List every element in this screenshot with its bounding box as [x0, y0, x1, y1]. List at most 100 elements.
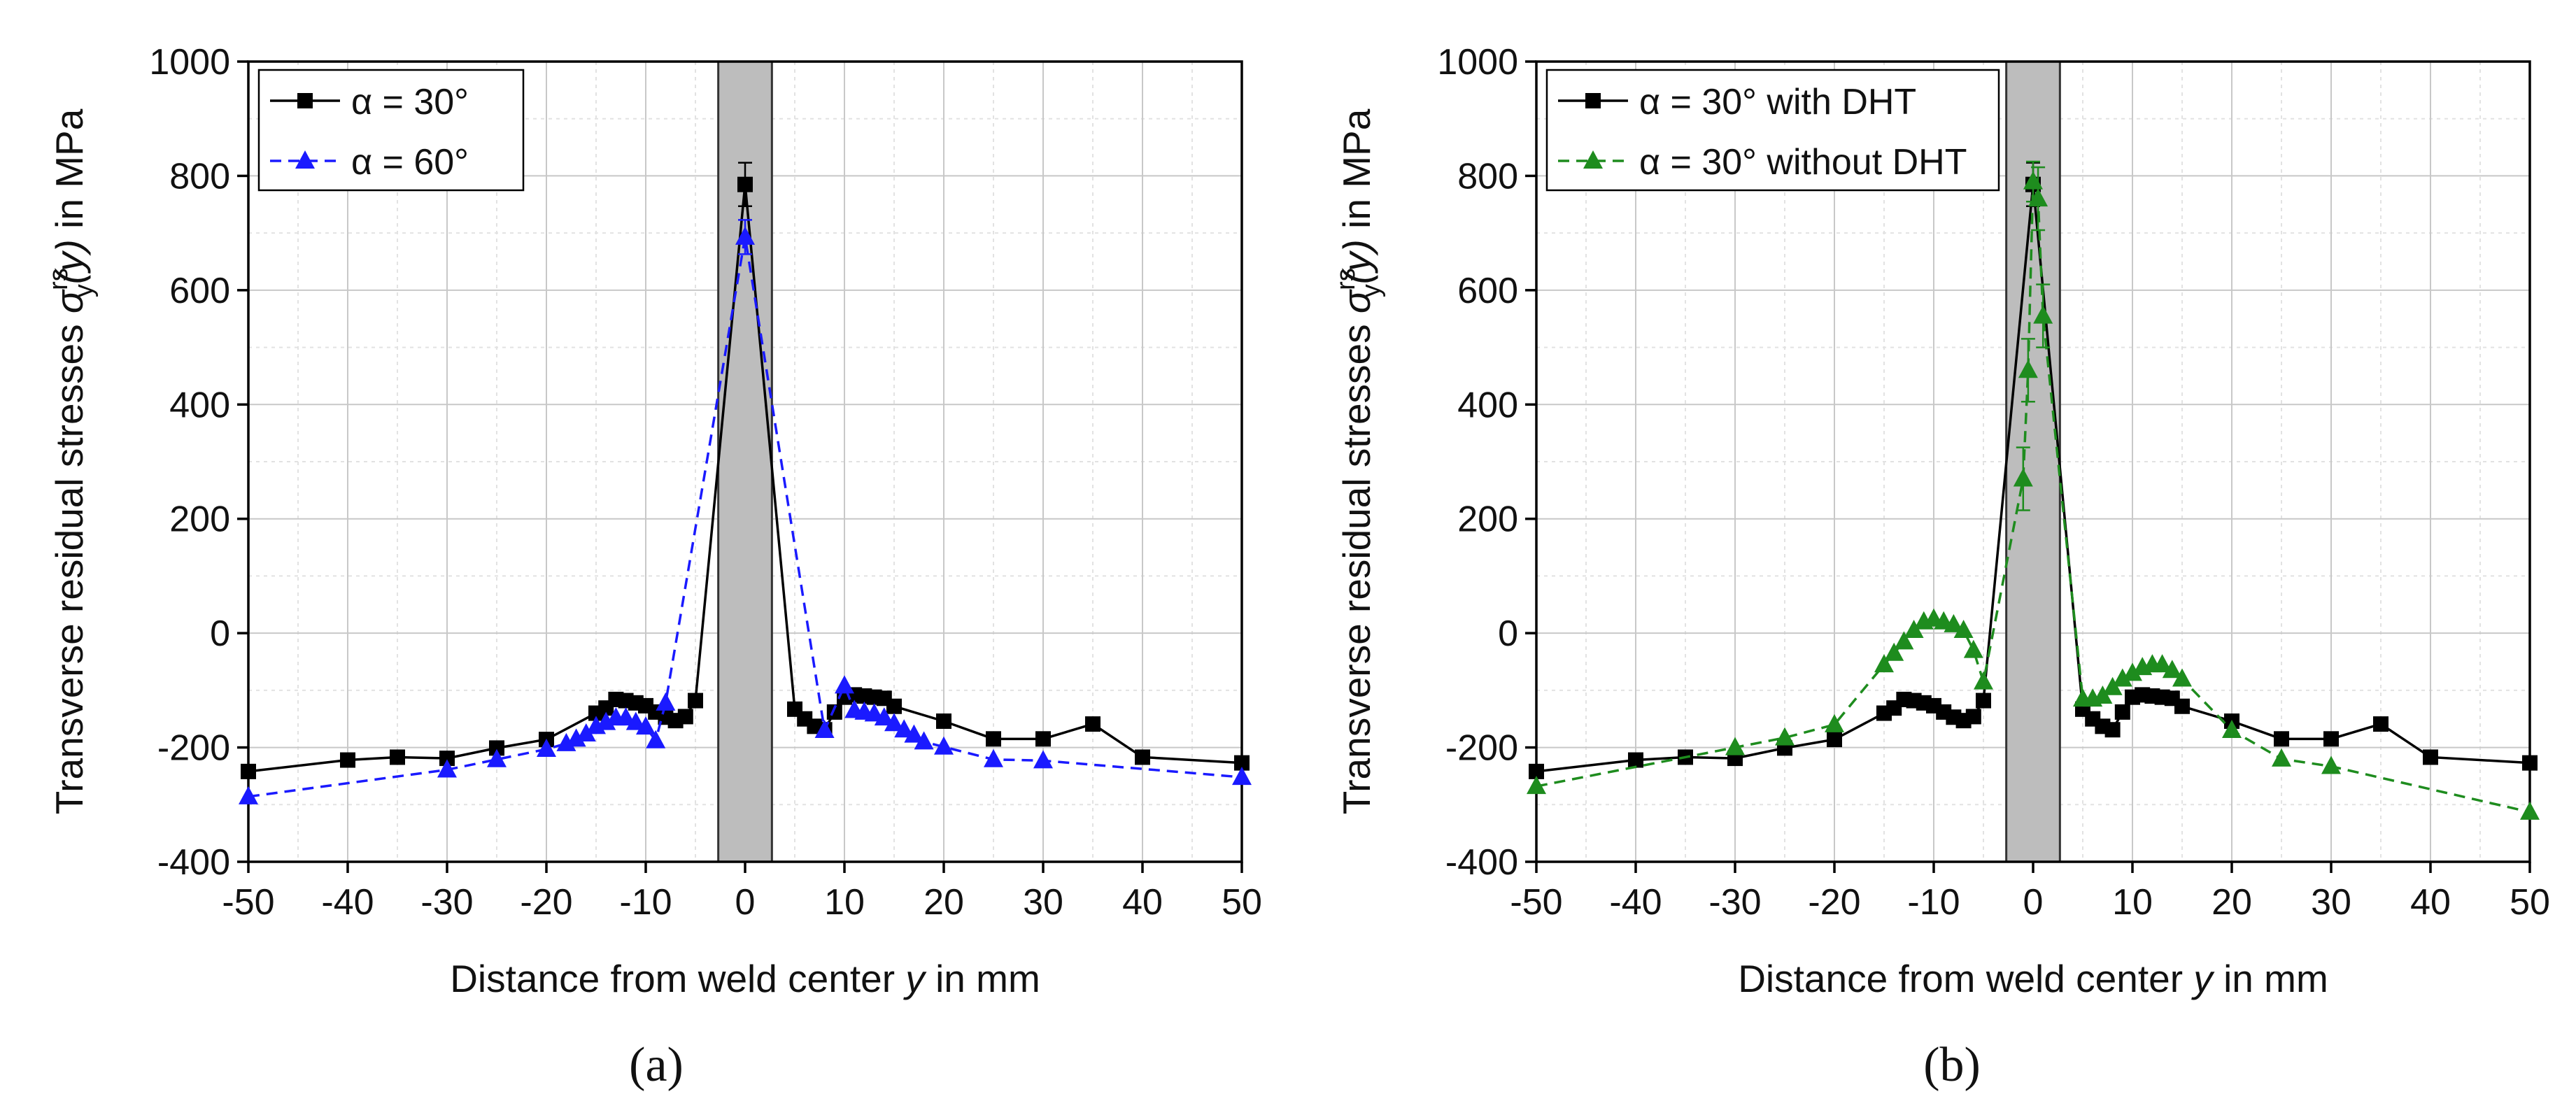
- y-tick-label: 200: [1457, 499, 1518, 540]
- x-tick-label: 50: [2510, 882, 2550, 923]
- x-tick-label: -20: [1808, 882, 1860, 923]
- x-axis-label-variable: y: [903, 957, 927, 1000]
- data-point: [1775, 727, 1795, 746]
- data-point: [1904, 620, 1924, 639]
- legend-entry-label: α = 60°: [351, 142, 469, 183]
- x-tick-label: -50: [1510, 882, 1562, 923]
- data-point: [1725, 737, 1745, 755]
- data-point: [737, 176, 753, 192]
- data-point: [886, 698, 902, 714]
- series-2: [239, 219, 1252, 804]
- y-axis-label-text: Transverse residual stresses: [1335, 313, 1378, 814]
- x-tick-label: 40: [1122, 882, 1163, 923]
- data-point: [596, 711, 616, 730]
- x-tick-label: -50: [222, 882, 274, 923]
- data-point: [2152, 654, 2172, 673]
- data-point: [2114, 704, 2130, 720]
- x-tick-label: 50: [1222, 882, 1262, 923]
- x-axis-label-unit: in mm: [925, 957, 1040, 1000]
- data-point: [1628, 752, 1643, 768]
- legend-box: [1545, 69, 2000, 192]
- x-axis-label-text: Distance from weld center: [1738, 957, 2193, 1000]
- x-tick-label: 20: [923, 882, 964, 923]
- data-point: [625, 711, 646, 730]
- data-point: [2018, 360, 2038, 378]
- data-point: [2013, 468, 2033, 487]
- y-axis-label-unit: in MPa: [1335, 108, 1378, 239]
- x-axis-label-unit: in mm: [2213, 957, 2328, 1000]
- x-tick-label: -40: [321, 882, 374, 923]
- y-tick-label: 0: [210, 613, 230, 654]
- y-tick-label: 400: [1457, 385, 1518, 425]
- data-point: [2023, 171, 2043, 190]
- data-point: [1963, 639, 1983, 658]
- data-point: [340, 752, 355, 768]
- data-point: [1232, 767, 1252, 786]
- data-point: [241, 763, 256, 779]
- data-point: [437, 759, 457, 778]
- data-point: [2093, 686, 2113, 704]
- data-point: [2272, 748, 2291, 767]
- y-tick-label: -200: [1445, 728, 1518, 769]
- data-point: [2102, 676, 2123, 695]
- data-point: [1974, 671, 1993, 690]
- data-point: [1894, 631, 1914, 650]
- data-point: [239, 786, 258, 804]
- x-axis-label-variable: y: [2191, 957, 2215, 1000]
- data-point: [688, 693, 703, 709]
- data-point: [1884, 642, 1904, 661]
- data-point: [556, 732, 576, 751]
- data-point: [489, 740, 504, 756]
- y-axis-label-sigma: σ: [48, 289, 91, 313]
- legend-marker: [295, 150, 315, 169]
- chart-panel-b: -50 -40 -30 -20 -10 0 10 20 30 40 50 -400 -200 0 200 40…: [1331, 42, 2550, 1092]
- legend-marker: [297, 93, 313, 108]
- legend-box: [257, 69, 525, 192]
- data-point: [2174, 698, 2190, 714]
- y-tick-label: 400: [169, 385, 230, 425]
- y-axis-label-argument: (y): [48, 239, 91, 284]
- y-axis-label: Transverse residual stresses σrsy(y) in …: [1331, 108, 1386, 814]
- x-tick-label: -30: [1708, 882, 1761, 923]
- y-tick-label: 800: [1457, 156, 1518, 197]
- x-tick-label: -10: [619, 882, 672, 923]
- x-tick-label: 20: [2211, 882, 2252, 923]
- data-point: [646, 730, 666, 748]
- y-tick-label: 600: [1457, 271, 1518, 311]
- y-tick-label: -400: [1445, 842, 1518, 883]
- data-point: [2104, 722, 2121, 738]
- data-point: [984, 748, 1003, 767]
- data-point: [2033, 305, 2053, 324]
- y-tick-label: -200: [157, 728, 230, 769]
- data-point: [2123, 662, 2142, 681]
- data-point: [936, 713, 951, 729]
- chart-panel-a: -50 -40 -30 -20 -10 0 10 20 30 40 50 -400 -200 0 200 40…: [44, 42, 1262, 1092]
- y-axis-label-subscript: y: [69, 284, 99, 297]
- data-point: [814, 720, 835, 739]
- y-tick-label: 600: [169, 271, 230, 311]
- x-tick-label: 0: [735, 882, 756, 923]
- y-axis-label-superscript: rs: [1331, 268, 1361, 290]
- data-point: [835, 675, 854, 694]
- data-point: [1953, 620, 1974, 639]
- data-point: [884, 713, 904, 732]
- data-point: [2274, 731, 2289, 747]
- data-point: [1035, 731, 1051, 747]
- data-point: [439, 751, 455, 767]
- data-point: [1135, 749, 1150, 765]
- data-point: [566, 728, 586, 747]
- data-point: [874, 707, 894, 726]
- data-point: [677, 709, 693, 725]
- x-tick-label: 10: [2112, 882, 2153, 923]
- x-axis-label-text: Distance from weld center: [450, 957, 905, 1000]
- y-axis-label-superscript: rs: [44, 268, 73, 290]
- data-point: [986, 731, 1001, 747]
- y-axis-label: Transverse residual stresses σrsy(y) in …: [44, 108, 99, 814]
- data-point: [1976, 693, 1991, 709]
- data-point: [2172, 668, 2192, 687]
- data-point: [826, 704, 842, 720]
- data-point: [2373, 716, 2389, 732]
- x-tick-label: -40: [1609, 882, 1662, 923]
- data-point: [2520, 801, 2540, 820]
- data-point: [934, 736, 954, 755]
